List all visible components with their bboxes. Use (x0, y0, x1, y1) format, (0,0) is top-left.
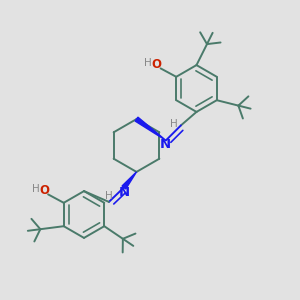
Polygon shape (122, 172, 136, 189)
Polygon shape (135, 117, 166, 140)
Text: N: N (119, 186, 130, 199)
Text: H: H (32, 184, 39, 194)
Text: N: N (159, 138, 171, 152)
Text: O: O (39, 184, 49, 197)
Text: H: H (144, 58, 152, 68)
Text: H: H (170, 119, 178, 129)
Text: H: H (105, 191, 113, 201)
Text: O: O (152, 58, 162, 71)
